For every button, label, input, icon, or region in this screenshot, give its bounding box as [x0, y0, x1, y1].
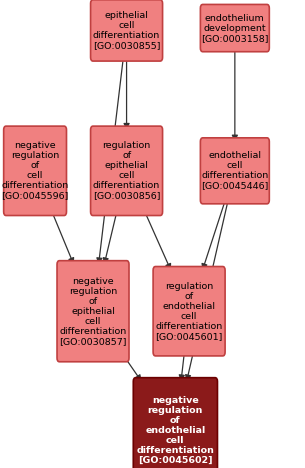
FancyBboxPatch shape: [57, 261, 129, 362]
FancyBboxPatch shape: [91, 126, 163, 215]
FancyBboxPatch shape: [133, 378, 217, 468]
FancyBboxPatch shape: [4, 126, 66, 215]
Text: regulation
of
endothelial
cell
differentiation
[GO:0045601]: regulation of endothelial cell different…: [156, 282, 223, 341]
Text: regulation
of
epithelial
cell
differentiation
[GO:0030856]: regulation of epithelial cell differenti…: [93, 141, 160, 200]
Text: epithelial
cell
differentiation
[GO:0030855]: epithelial cell differentiation [GO:0030…: [93, 11, 160, 50]
Text: endothelium
development
[GO:0003158]: endothelium development [GO:0003158]: [201, 14, 269, 43]
FancyBboxPatch shape: [91, 0, 163, 61]
Text: endothelial
cell
differentiation
[GO:0045446]: endothelial cell differentiation [GO:004…: [201, 151, 268, 190]
FancyBboxPatch shape: [200, 138, 269, 204]
FancyBboxPatch shape: [153, 267, 225, 356]
Text: negative
regulation
of
epithelial
cell
differentiation
[GO:0030857]: negative regulation of epithelial cell d…: [59, 277, 127, 346]
FancyBboxPatch shape: [200, 4, 269, 51]
Text: negative
regulation
of
cell
differentiation
[GO:0045596]: negative regulation of cell differentiat…: [2, 141, 69, 200]
Text: negative
regulation
of
endothelial
cell
differentiation
[GO:0045602]: negative regulation of endothelial cell …: [136, 396, 214, 465]
